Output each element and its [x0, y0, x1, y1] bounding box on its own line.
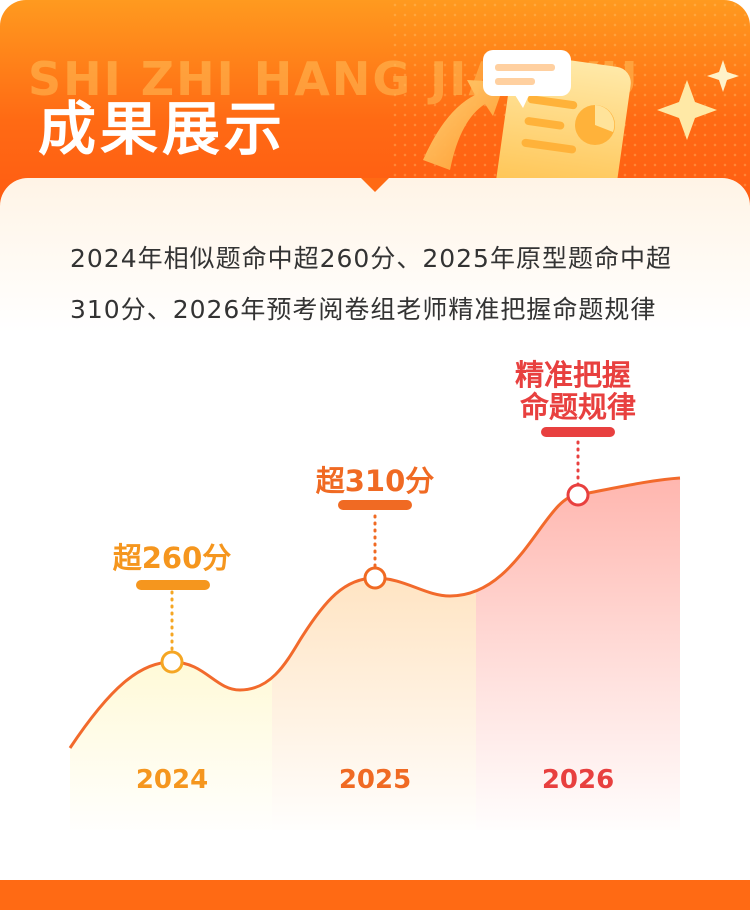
- document-arrow-icon: [423, 50, 739, 210]
- header-banner: SHI ZHI HANG JIAO YU 成果展示: [0, 0, 750, 220]
- label-bar-2025: [338, 500, 412, 510]
- annotation-2026-line-1: 精准把握: [515, 358, 631, 392]
- year-label-2024: 2024: [136, 765, 208, 795]
- label-bar-2026: [541, 427, 615, 437]
- page-title: 成果展示: [38, 95, 287, 163]
- annotation-2024: 超260分: [113, 541, 232, 575]
- point-2025: [363, 566, 387, 590]
- year-label-2026: 2026: [542, 765, 614, 795]
- annotation-2025: 超310分: [316, 464, 435, 498]
- card-notch: [361, 178, 389, 192]
- annotation-2026-line-2: 命题规律: [520, 390, 636, 424]
- annotation-2026: 精准把握 命题规律: [515, 358, 641, 424]
- bottom-band: [0, 880, 750, 910]
- label-bar-2024: [136, 580, 210, 590]
- description-text: 2024年相似题命中超260分、2025年原型题命中超310分、2026年预考阅…: [70, 244, 672, 324]
- year-label-2025: 2025: [339, 765, 411, 795]
- point-2024: [160, 650, 184, 674]
- point-2026: [566, 483, 590, 507]
